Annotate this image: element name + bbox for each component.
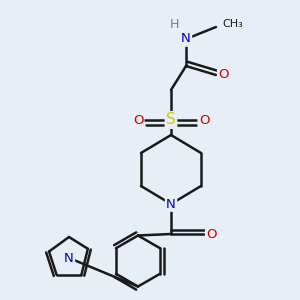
Text: H: H	[169, 17, 179, 31]
Text: N: N	[181, 32, 191, 46]
Text: O: O	[199, 113, 209, 127]
Text: N: N	[166, 197, 176, 211]
Text: O: O	[218, 68, 229, 82]
Text: S: S	[166, 112, 176, 128]
Text: N: N	[64, 251, 74, 265]
Text: O: O	[206, 227, 217, 241]
Text: CH₃: CH₃	[222, 19, 243, 29]
Text: O: O	[133, 113, 143, 127]
